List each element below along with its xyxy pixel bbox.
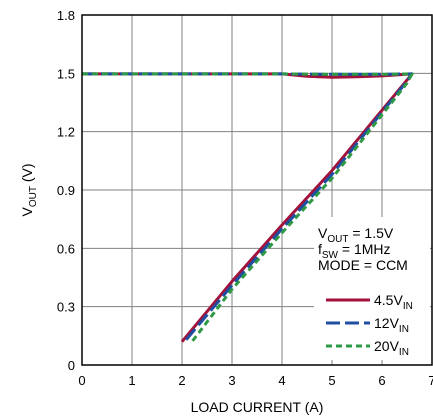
x-tick-label: 6 <box>378 373 385 388</box>
x-tick-label: 5 <box>328 373 335 388</box>
legend-label: 12VIN <box>374 315 409 335</box>
y-tick-label: 0.9 <box>57 183 75 198</box>
data-series <box>82 72 414 343</box>
y-tick-label: 1.8 <box>57 8 75 23</box>
x-tick-label: 2 <box>178 373 185 388</box>
legend-annotation: MODE = CCM <box>318 257 408 273</box>
x-tick-label: 7 <box>428 373 433 388</box>
x-tick-label: 4 <box>278 373 285 388</box>
legend-annotation: VOUT = 1.5V <box>318 225 394 245</box>
plot-frame <box>81 14 433 366</box>
y-tick-label: 0.3 <box>57 300 75 315</box>
y-tick-label: 0.6 <box>57 241 75 256</box>
y-tick-label: 0 <box>68 358 75 373</box>
legend-label: 20VIN <box>374 338 409 358</box>
tick-labels: 0 1 2 3 4 5 6 7 0 0.3 0.6 0.9 1.2 1.5 1.8 <box>57 8 433 388</box>
legend-background <box>314 217 430 360</box>
axis-labels: LOAD CURRENT (A) VOUT (V) <box>19 163 323 415</box>
y-tick-label: 1.5 <box>57 66 75 81</box>
x-tick-label: 0 <box>78 373 85 388</box>
y-tick-label: 1.2 <box>57 125 75 140</box>
legend-annotation: fSW = 1MHz <box>318 241 391 261</box>
legend-label: 4.5VIN <box>374 292 413 312</box>
x-axis-label: LOAD CURRENT (A) <box>191 399 324 415</box>
series-line-2 <box>82 72 414 343</box>
y-axis-label: VOUT (V) <box>19 163 39 216</box>
x-tick-label: 1 <box>128 373 135 388</box>
x-tick-label: 3 <box>228 373 235 388</box>
